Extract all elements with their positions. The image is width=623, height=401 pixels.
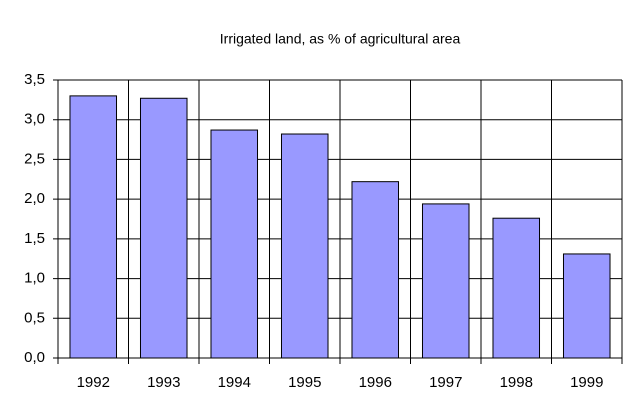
x-tick-label: 1992 [77,374,110,391]
y-tick-label: 3,5 [24,71,45,88]
bar [351,181,400,359]
x-tick-label: 1993 [147,374,180,391]
bar [139,97,188,359]
y-tick-label: 3,0 [24,111,45,128]
y-tick-label: 0,0 [24,349,45,366]
bar [492,217,541,359]
bar [421,203,470,359]
y-tick-label: 2,5 [24,150,45,167]
x-tick-label: 1998 [500,374,533,391]
chart-title: Irrigated land, as % of agricultural are… [220,31,461,47]
x-tick-label: 1996 [359,374,392,391]
bar [69,95,118,359]
bar [210,129,259,359]
x-tick-label: 1995 [288,374,321,391]
y-tick-label: 1,5 [24,230,45,247]
y-tick-label: 1,0 [24,270,45,287]
y-tick-label: 2,0 [24,190,45,207]
x-tick-label: 1997 [429,374,462,391]
x-tick-label: 1994 [218,374,251,391]
y-tick-label: 0,5 [24,309,45,326]
bar [280,133,329,359]
x-tick-label: 1999 [570,374,603,391]
bar [562,253,611,359]
